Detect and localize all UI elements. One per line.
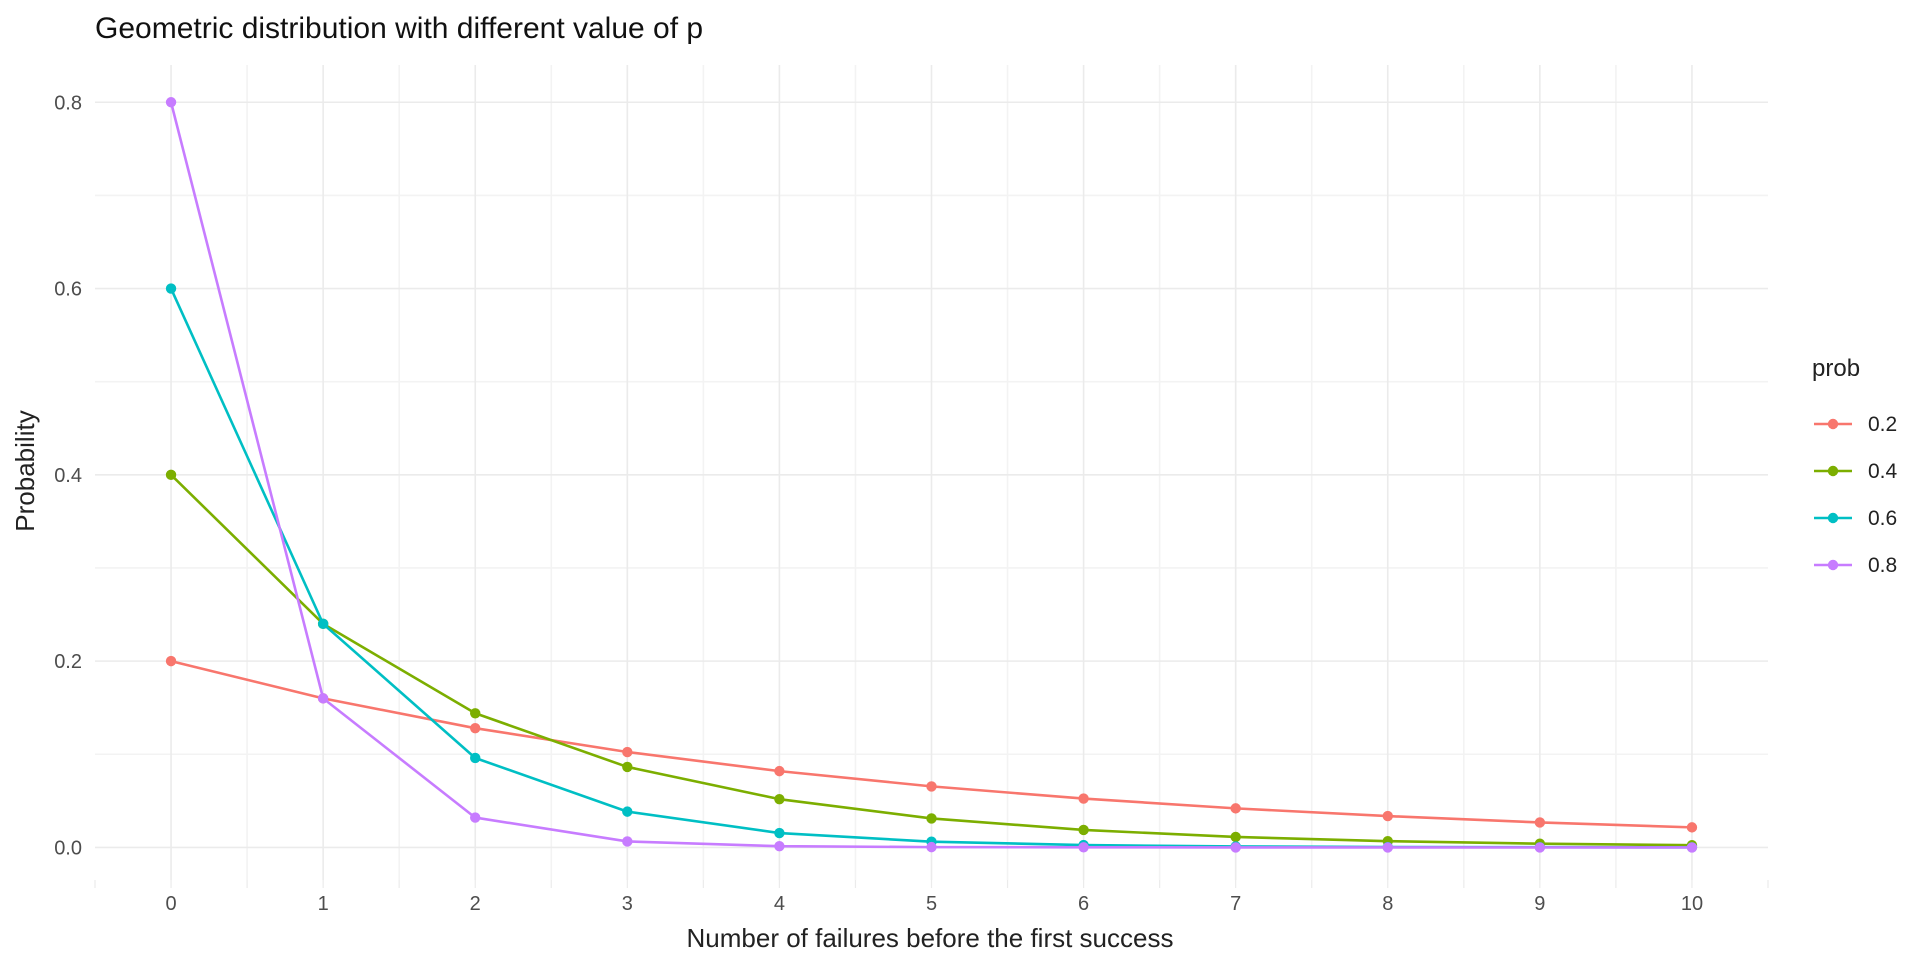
data-point bbox=[1078, 793, 1089, 804]
data-point bbox=[1382, 810, 1393, 822]
legend-label: 0.8 bbox=[1868, 554, 1897, 577]
data-point bbox=[774, 827, 785, 839]
legend-items: 0.2 0.4 0.6 0.8 bbox=[1814, 413, 1898, 577]
data-point bbox=[926, 781, 937, 792]
y-tick-label: 0.2 bbox=[54, 651, 82, 673]
data-point bbox=[622, 761, 633, 773]
x-tick-label: 0 bbox=[165, 893, 176, 915]
data-point bbox=[470, 708, 481, 719]
x-axis-ticks: 0 1 2 3 4 5 6 7 8 9 10 bbox=[94, 880, 1769, 915]
data-point bbox=[470, 752, 481, 764]
legend-item: 0.4 bbox=[1814, 460, 1898, 483]
data-point bbox=[1230, 831, 1241, 843]
y-axis-label: Probability bbox=[10, 410, 40, 531]
y-tick-label: 0.8 bbox=[54, 92, 82, 114]
legend-key-point bbox=[1827, 465, 1839, 477]
data-point bbox=[1078, 824, 1089, 836]
x-axis-label: Number of failures before the first succ… bbox=[687, 923, 1174, 953]
y-axis-ticks: 0.0 0.2 0.4 0.6 0.8 bbox=[54, 92, 82, 859]
data-point bbox=[774, 840, 785, 852]
data-point bbox=[1534, 842, 1546, 853]
data-point bbox=[774, 765, 785, 777]
legend-label: 0.2 bbox=[1868, 413, 1897, 436]
series-lines bbox=[165, 97, 1698, 853]
x-tick-label: 1 bbox=[318, 893, 329, 915]
data-point bbox=[774, 793, 785, 805]
data-point bbox=[926, 813, 937, 824]
data-point bbox=[1230, 803, 1241, 814]
legend-item: 0.2 bbox=[1814, 413, 1897, 436]
legend-title: prob bbox=[1812, 355, 1860, 382]
data-point bbox=[622, 806, 633, 817]
legend-key-point bbox=[1827, 512, 1839, 524]
legend-key-point bbox=[1827, 559, 1839, 571]
data-point bbox=[317, 618, 329, 630]
data-point bbox=[165, 97, 177, 108]
data-point bbox=[470, 812, 481, 823]
x-tick-label: 10 bbox=[1681, 893, 1703, 915]
x-tick-label: 4 bbox=[774, 893, 785, 915]
data-point bbox=[1078, 842, 1089, 853]
data-point bbox=[165, 655, 177, 667]
data-point bbox=[1534, 817, 1546, 828]
data-point bbox=[926, 841, 937, 853]
data-point bbox=[622, 836, 633, 847]
data-point bbox=[165, 469, 177, 481]
data-point bbox=[470, 722, 481, 734]
legend-label: 0.4 bbox=[1868, 460, 1898, 483]
x-tick-label: 2 bbox=[470, 893, 481, 915]
y-tick-label: 0.4 bbox=[54, 465, 82, 487]
grid bbox=[95, 65, 1768, 880]
data-point bbox=[317, 693, 329, 704]
data-point bbox=[1230, 842, 1241, 853]
legend: prob 0.2 0.4 0.6 0.8 bbox=[1812, 355, 1898, 577]
legend-label: 0.6 bbox=[1868, 507, 1897, 530]
data-point bbox=[1686, 822, 1698, 833]
chart-title: Geometric distribution with different va… bbox=[95, 12, 703, 45]
legend-item: 0.8 bbox=[1814, 554, 1897, 577]
x-tick-label: 7 bbox=[1230, 893, 1241, 915]
x-tick-label: 5 bbox=[926, 893, 937, 915]
y-tick-label: 0.0 bbox=[54, 837, 82, 859]
x-tick-label: 6 bbox=[1078, 893, 1089, 915]
legend-key-point bbox=[1827, 418, 1839, 430]
legend-item: 0.6 bbox=[1814, 507, 1897, 530]
data-point bbox=[165, 283, 177, 294]
y-tick-label: 0.6 bbox=[54, 279, 82, 301]
x-tick-label: 9 bbox=[1534, 893, 1545, 915]
series-0.4 bbox=[165, 469, 1698, 851]
series-0.8 bbox=[165, 97, 1698, 853]
x-tick-label: 3 bbox=[622, 893, 633, 915]
x-tick-label: 8 bbox=[1382, 893, 1393, 915]
data-point bbox=[622, 746, 633, 758]
data-point bbox=[1686, 842, 1698, 853]
data-point bbox=[1382, 842, 1393, 853]
